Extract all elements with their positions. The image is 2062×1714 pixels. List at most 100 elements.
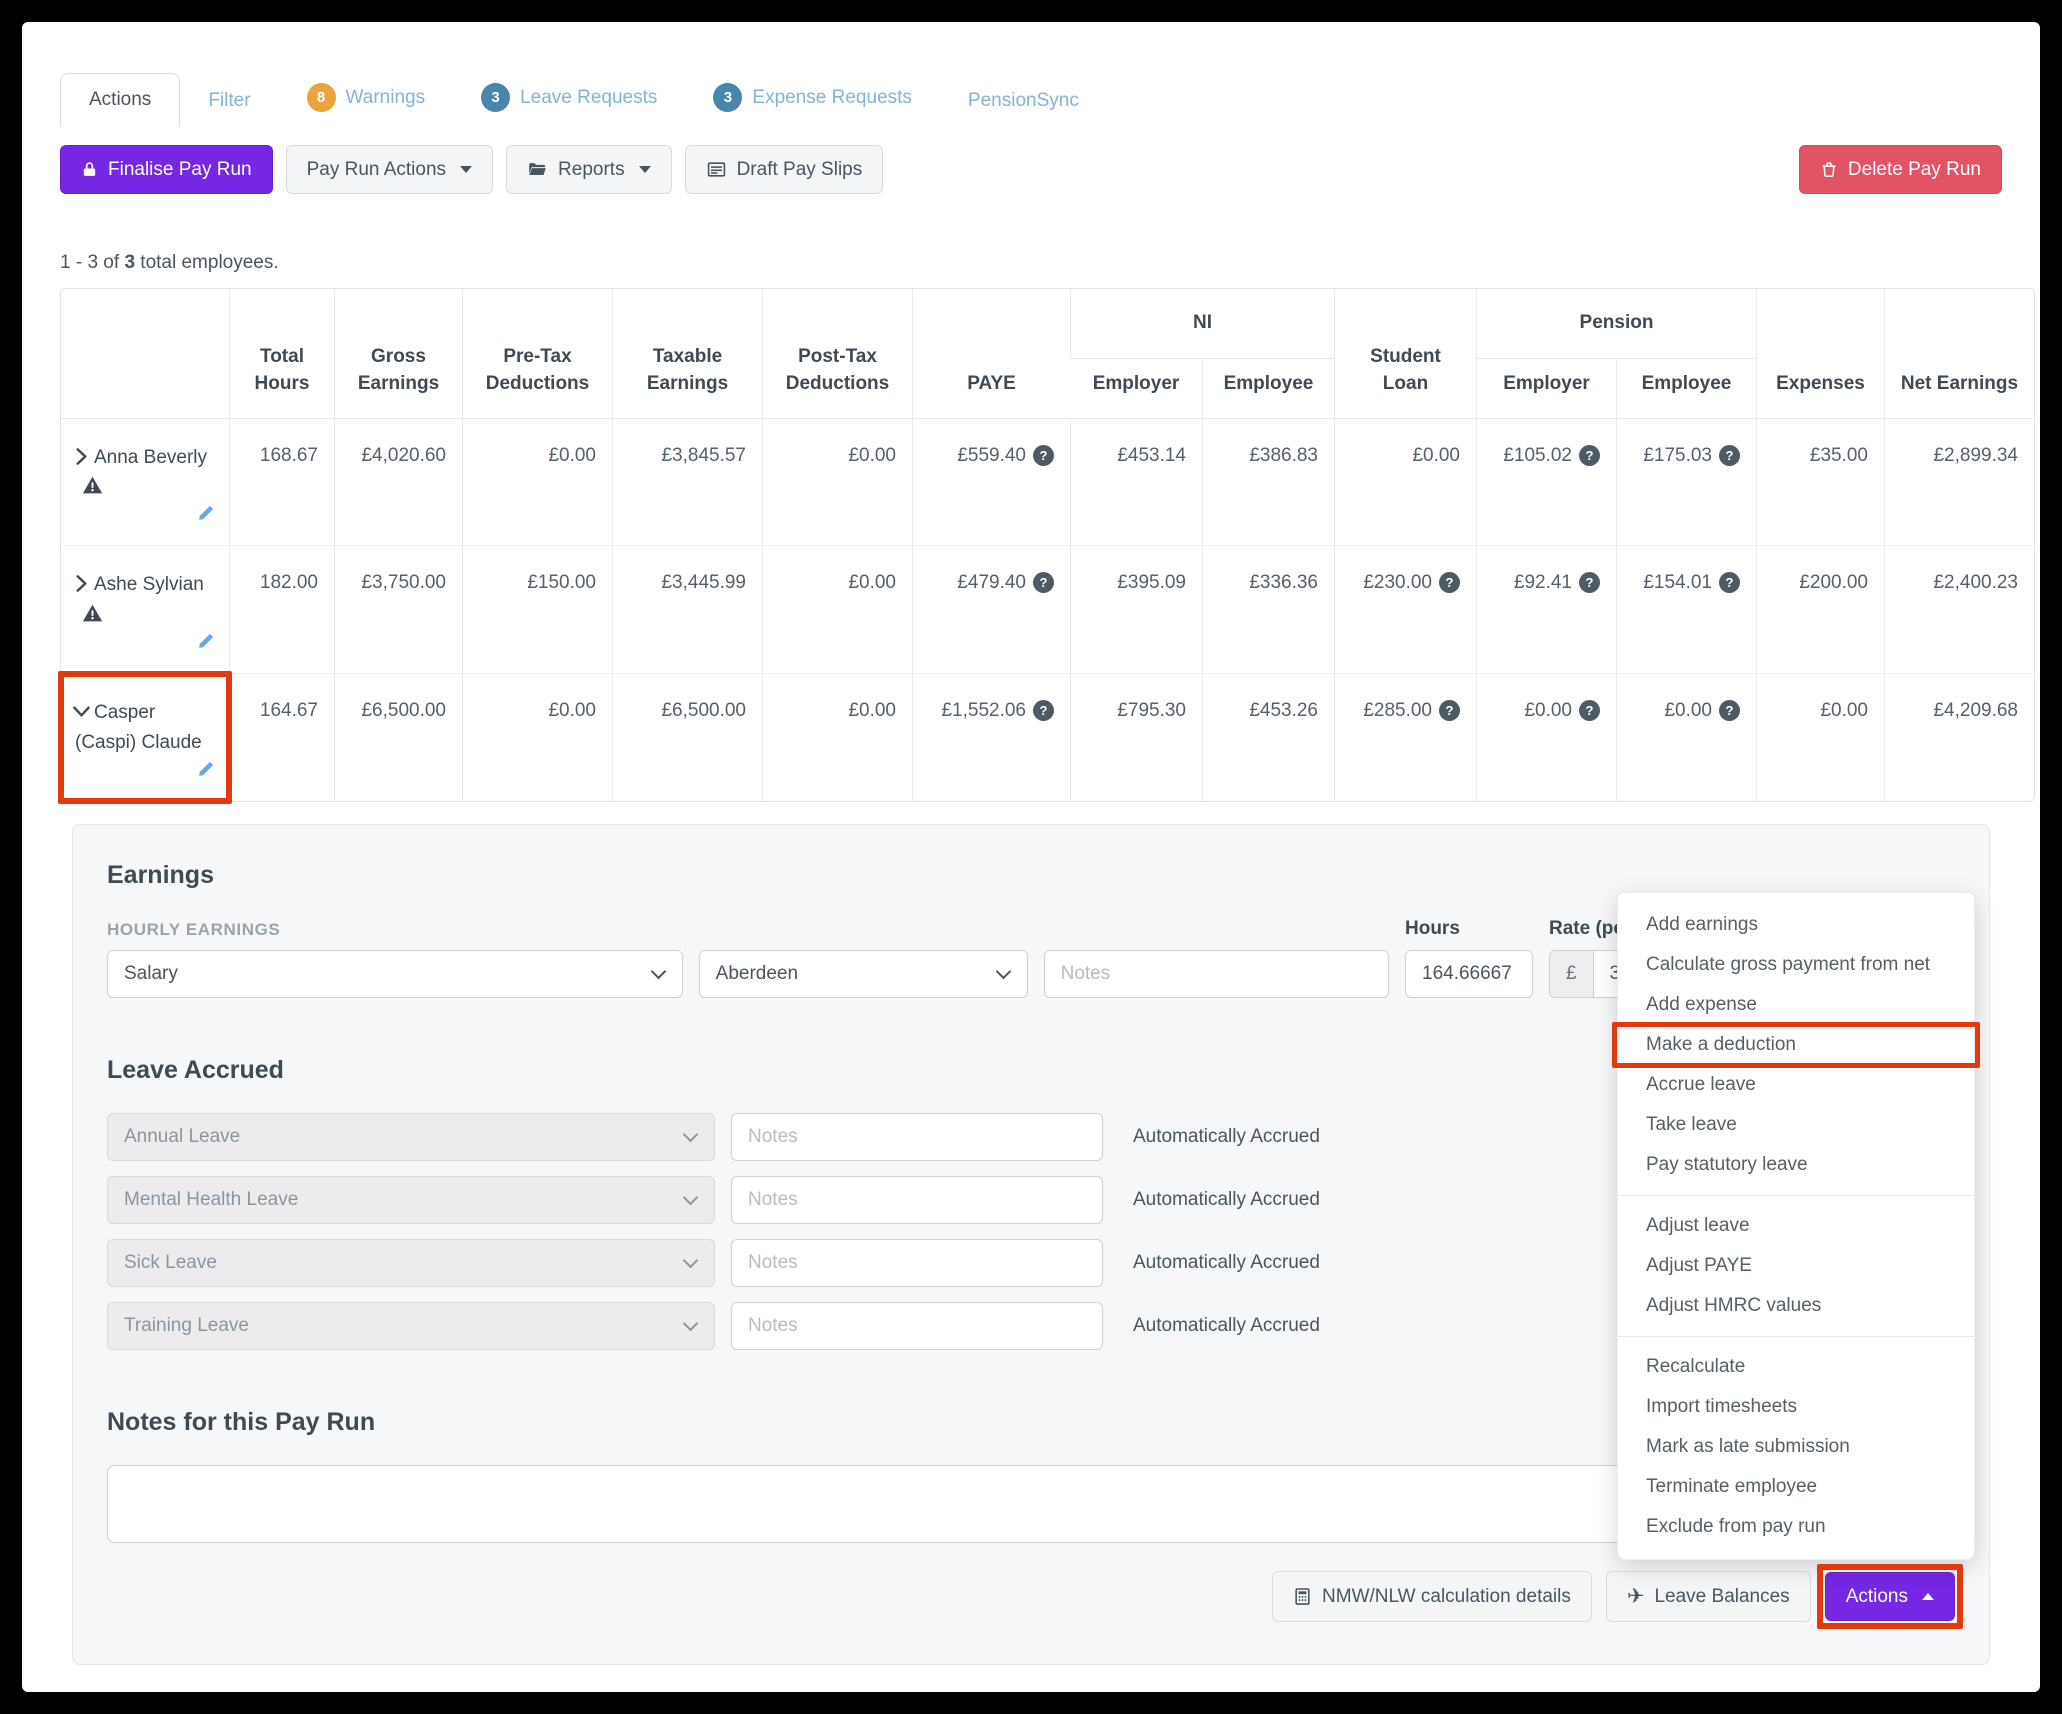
help-icon[interactable]: ? (1439, 700, 1460, 722)
employee-name-cell[interactable]: Anna Beverly (61, 419, 229, 546)
finalise-pay-run-button[interactable]: Finalise Pay Run (60, 145, 273, 194)
leave-notes-input[interactable] (731, 1302, 1103, 1351)
employee-table-body: Anna Beverly 168.67 £4,020.60 £0.00 £3,845.… (58, 418, 2034, 805)
help-icon[interactable]: ? (1579, 444, 1600, 466)
nmw-calculation-details-button[interactable]: NMW/NLW calculation details (1272, 1571, 1592, 1623)
leave-type-select[interactable]: Training Leave (107, 1302, 715, 1351)
header-pension-employee: Employee (1616, 359, 1756, 419)
menu-item-pay-statutory-leave[interactable]: Pay statutory leave (1646, 1154, 1808, 1176)
menu-item-import-timesheets[interactable]: Import timesheets (1646, 1396, 1797, 1418)
reports-button[interactable]: Reports (506, 145, 672, 194)
tab-label: Expense Requests (752, 86, 912, 108)
button-label: NMW/NLW calculation details (1322, 1586, 1571, 1608)
cell-value: £0.00 (1412, 444, 1460, 466)
annotation-box (1612, 1022, 1980, 1069)
header-student-loan: Student Loan (1334, 289, 1476, 419)
leave-accrual-row: Mental Health Leave Automatically Accrue… (107, 1176, 1955, 1225)
hours-input[interactable] (1405, 950, 1533, 999)
cell-value: £479.40 (957, 572, 1026, 594)
menu-item-accrue-leave[interactable]: Accrue leave (1646, 1074, 1756, 1096)
menu-item-terminate-employee[interactable]: Terminate employee (1646, 1476, 1818, 1498)
edit-pencil-icon[interactable] (196, 503, 215, 532)
leave-accrual-status: Automatically Accrued (1133, 1315, 1320, 1337)
employee-name-cell[interactable]: Casper (Caspi) Claude (58, 671, 232, 805)
table-cell: £92.41? (1476, 545, 1616, 674)
menu-item-adjust-hmrc-values[interactable]: Adjust HMRC values (1646, 1295, 1822, 1317)
leave-accrual-status: Automatically Accrued (1133, 1189, 1320, 1211)
header-pension-employer: Employer (1476, 359, 1616, 419)
leave-notes-input[interactable] (731, 1113, 1103, 1162)
currency-prefix: £ (1549, 950, 1593, 999)
header-post-tax-deductions: Post-Tax Deductions (762, 289, 912, 419)
menu-item-exclude-from-pay-run[interactable]: Exclude from pay run (1646, 1516, 1826, 1538)
menu-divider (1618, 1336, 1974, 1338)
cell-value: £0.00 (848, 572, 896, 594)
button-label: Delete Pay Run (1847, 159, 1981, 180)
leave-type-select[interactable]: Mental Health Leave (107, 1176, 715, 1225)
tab-leave-requests[interactable]: 3 Leave Requests (453, 68, 685, 127)
pay-run-actions-button[interactable]: Pay Run Actions (285, 145, 494, 194)
tab-expense-requests[interactable]: 3 Expense Requests (685, 68, 940, 127)
help-icon[interactable]: ? (1033, 444, 1054, 466)
cell-value: £0.00 (1664, 700, 1712, 722)
menu-item-take-leave[interactable]: Take leave (1646, 1114, 1737, 1136)
table-cell: £453.14 (1070, 418, 1202, 546)
help-icon[interactable]: ? (1719, 700, 1740, 722)
header-net-earnings: Net Earnings (1884, 289, 2034, 419)
leave-type-value: Annual Leave (124, 1126, 241, 1148)
tab-warnings[interactable]: 8 Warnings (279, 68, 454, 127)
cell-value: £230.00 (1363, 572, 1432, 594)
chevron-right-icon[interactable] (75, 570, 88, 599)
actions-button[interactable]: Actions (1824, 1572, 1955, 1622)
detail-footer: NMW/NLW calculation details ✈ Leave Bala… (107, 1564, 1963, 1630)
table-cell: £3,750.00 (334, 545, 462, 674)
employee-row[interactable]: Ashe Sylvian 182.00 £3,750.00 £150.00 £3,44… (61, 545, 2034, 674)
edit-pencil-icon[interactable] (196, 759, 215, 788)
leave-notes-input[interactable] (731, 1176, 1103, 1225)
help-icon[interactable]: ? (1579, 700, 1600, 722)
menu-item-calculate-gross-payment-from-net[interactable]: Calculate gross payment from net (1646, 954, 1931, 976)
cell-value: £200.00 (1799, 572, 1868, 594)
help-icon[interactable]: ? (1579, 572, 1600, 594)
tab-pensionsync[interactable]: PensionSync (940, 75, 1107, 127)
leave-notes-input[interactable] (731, 1239, 1103, 1288)
menu-item-make-a-deduction[interactable]: Make a deduction (1612, 1022, 1980, 1069)
location-select[interactable]: Aberdeen (698, 950, 1028, 999)
menu-item-mark-as-late-submission[interactable]: Mark as late submission (1646, 1436, 1850, 1458)
tab-filter[interactable]: Filter (180, 75, 278, 127)
help-icon[interactable]: ? (1719, 444, 1740, 466)
table-cell: £0.00 (1756, 673, 1884, 802)
warning-icon[interactable] (82, 472, 103, 501)
employee-row[interactable]: Anna Beverly 168.67 £4,020.60 £0.00 £3,845.… (61, 418, 2034, 546)
leave-type-select[interactable]: Sick Leave (107, 1239, 715, 1288)
leave-accrual-status: Automatically Accrued (1133, 1252, 1320, 1274)
table-cell: £0.00 (762, 673, 912, 802)
tab-actions[interactable]: Actions (60, 73, 181, 127)
menu-item-adjust-leave[interactable]: Adjust leave (1646, 1215, 1750, 1237)
cell-value: £2,899.34 (1933, 444, 2018, 466)
pay-category-select[interactable]: Salary (107, 950, 683, 999)
edit-pencil-icon[interactable] (196, 631, 215, 660)
button-label: Draft Pay Slips (736, 159, 863, 180)
menu-item-adjust-paye[interactable]: Adjust PAYE (1646, 1255, 1752, 1277)
earnings-notes-input[interactable] (1043, 950, 1389, 999)
draft-pay-slips-button[interactable]: Draft Pay Slips (684, 145, 884, 194)
chevron-right-icon[interactable] (75, 443, 88, 472)
leave-type-select[interactable]: Annual Leave (107, 1113, 715, 1162)
menu-item-add-earnings[interactable]: Add earnings (1646, 914, 1758, 936)
warning-icon[interactable] (82, 600, 103, 629)
chevron-down-icon[interactable] (73, 698, 90, 727)
help-icon[interactable]: ? (1033, 700, 1054, 722)
menu-item-recalculate[interactable]: Recalculate (1646, 1356, 1746, 1378)
employee-row[interactable]: Casper (Caspi) Claude 164.67 £6,500.00 £0.… (58, 671, 2034, 805)
caret-down-icon (460, 166, 473, 173)
delete-pay-run-button[interactable]: Delete Pay Run (1798, 145, 2002, 194)
menu-item-add-expense[interactable]: Add expense (1646, 994, 1757, 1016)
tab-label: Actions (89, 89, 152, 110)
help-icon[interactable]: ? (1719, 572, 1740, 594)
help-icon[interactable]: ? (1439, 572, 1460, 594)
leave-balances-button[interactable]: ✈ Leave Balances (1605, 1571, 1811, 1623)
table-cell: £200.00 (1756, 545, 1884, 674)
help-icon[interactable]: ? (1033, 572, 1054, 594)
employee-name-cell[interactable]: Ashe Sylvian (61, 545, 229, 673)
